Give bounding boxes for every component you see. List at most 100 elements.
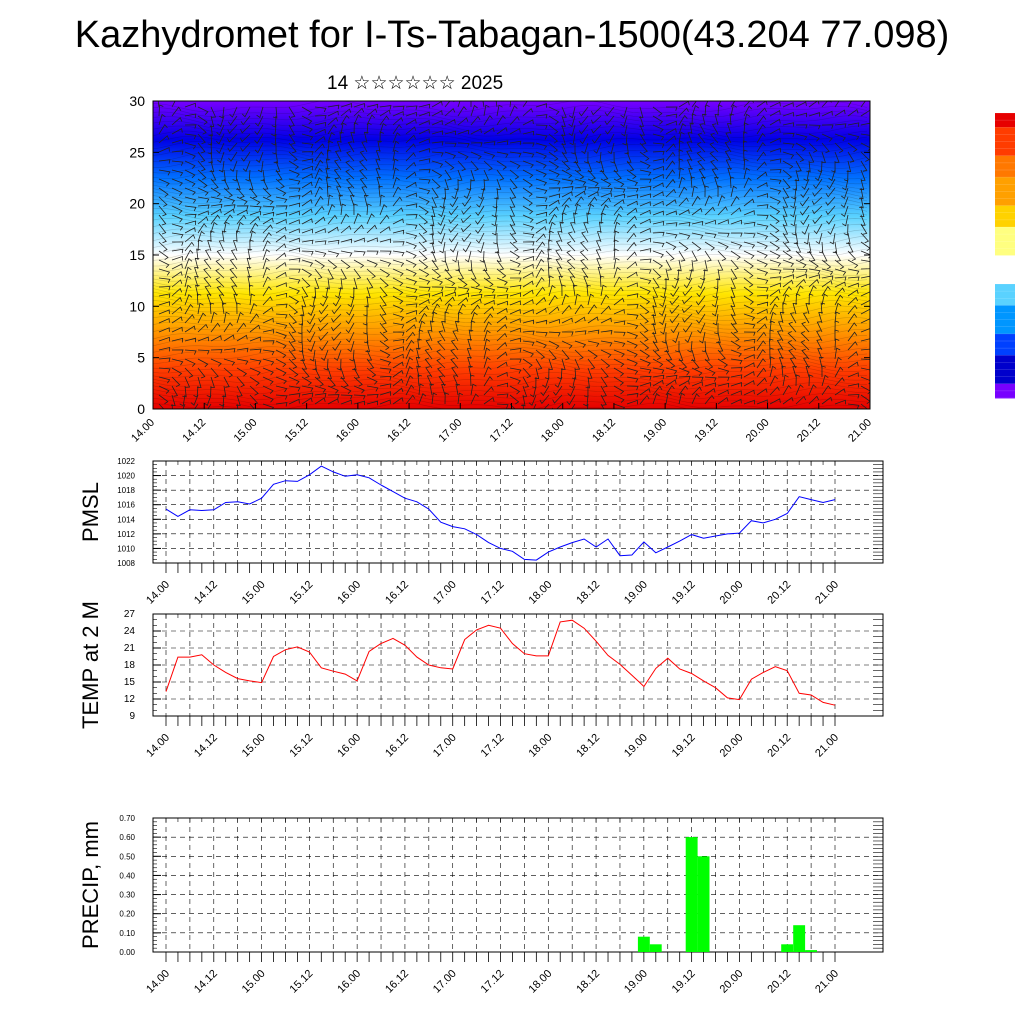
wind-barb: [496, 277, 508, 286]
wind-barb: [457, 392, 464, 405]
colorbar: [995, 112, 1015, 399]
wind-barb: [572, 284, 578, 297]
wind-barb: [405, 268, 417, 277]
wind-barb: [639, 367, 652, 374]
wind-barb: [392, 268, 404, 277]
wind-barb: [730, 374, 743, 379]
wind-barb: [275, 169, 283, 181]
wind-barb: [206, 294, 212, 306]
wind-barb: [795, 395, 807, 405]
wind-barb: [345, 313, 355, 325]
wind-barb: [626, 215, 637, 225]
wind-barb: [222, 403, 225, 409]
wind-barb: [509, 232, 518, 244]
wind-barb: [210, 187, 221, 197]
wind-barb: [652, 268, 662, 279]
wind-barb: [496, 361, 508, 369]
wind-barb: [366, 224, 377, 234]
wind-barb: [691, 207, 703, 216]
x-tick-label: 21.00: [813, 732, 841, 760]
wind-barb: [441, 384, 446, 396]
wind-barb: [626, 293, 639, 298]
wind-barb: [392, 387, 404, 396]
wind-barb: [782, 232, 790, 244]
wind-barb: [778, 357, 784, 369]
wind-barb: [808, 293, 814, 306]
wind-barb: [600, 349, 612, 358]
wind-barb: [457, 297, 469, 306]
wind-barb: [262, 211, 275, 217]
wind-barb: [223, 187, 233, 198]
wind-barb: [470, 304, 481, 315]
wind-barb: [496, 178, 502, 190]
wind-barb: [671, 277, 680, 289]
x-tick-label: 14.12: [192, 579, 220, 607]
wind-barb: [743, 149, 748, 162]
wind-barb: [711, 168, 719, 180]
wind-barb: [301, 190, 313, 198]
wind-barb: [427, 330, 433, 342]
wind-barb: [190, 394, 199, 406]
wind-barb: [522, 187, 533, 197]
x-tick-label: 15.12: [288, 579, 316, 607]
wind-barb: [756, 349, 766, 360]
wind-barb: [769, 196, 781, 205]
wind-barb: [275, 196, 288, 204]
wind-barb: [229, 267, 238, 279]
wind-barb: [789, 312, 797, 324]
wind-barb: [379, 250, 392, 256]
wind-barb: [522, 232, 535, 239]
wind-barb: [587, 329, 600, 335]
wind-barb: [800, 187, 810, 198]
wind-barb: [821, 365, 826, 377]
wind-barb: [509, 327, 521, 333]
wind-barb: [366, 122, 372, 135]
wind-barb: [812, 187, 823, 197]
wind-barb: [301, 397, 313, 405]
wind-barb: [691, 241, 702, 252]
wind-barb: [548, 221, 556, 234]
wind-barb: [184, 113, 197, 119]
wind-barb: [687, 340, 693, 353]
wind-barb: [223, 376, 230, 388]
wind-barb: [379, 286, 388, 298]
wind-barb: [415, 356, 421, 369]
wind-barb: [392, 218, 404, 225]
x-tick-label: 16.12: [385, 417, 413, 445]
wind-barb: [405, 241, 417, 250]
wind-barb: [847, 108, 859, 117]
wind-barb: [843, 223, 849, 236]
wind-barb: [184, 284, 192, 297]
wind-barb: [717, 232, 730, 238]
wind-barb: [462, 196, 472, 207]
wind-barb: [652, 277, 660, 289]
wind-barb: [639, 201, 651, 207]
wind-barb: [184, 124, 197, 129]
wind-barb: [275, 394, 288, 400]
colorbar-cell: [995, 284, 1015, 292]
wind-barb: [626, 251, 637, 261]
wind-barb: [659, 295, 667, 308]
wind-barb: [223, 367, 233, 378]
wind-barb: [626, 385, 639, 391]
wind-barb: [782, 196, 789, 208]
wind-barb: [326, 185, 332, 198]
wind-barb: [275, 292, 288, 298]
wind-barb: [405, 310, 417, 315]
wind-barb: [184, 133, 197, 140]
wind-barb: [795, 160, 802, 172]
wind-barb: [652, 374, 665, 380]
wind-barb: [683, 277, 693, 289]
wind-barb: [171, 187, 183, 196]
wind-barb: [194, 267, 199, 279]
x-tick-label: 19.12: [693, 417, 721, 445]
y-tick-label: 1018: [117, 486, 135, 495]
wind-barb: [548, 213, 558, 225]
wind-barb: [223, 178, 230, 190]
wind-barb: [366, 277, 374, 289]
colorbar-cell: [995, 162, 1015, 171]
wind-barb: [322, 286, 329, 299]
wind-barb: [782, 223, 789, 235]
wind-barb: [859, 196, 864, 209]
wind-barb: [717, 358, 728, 368]
